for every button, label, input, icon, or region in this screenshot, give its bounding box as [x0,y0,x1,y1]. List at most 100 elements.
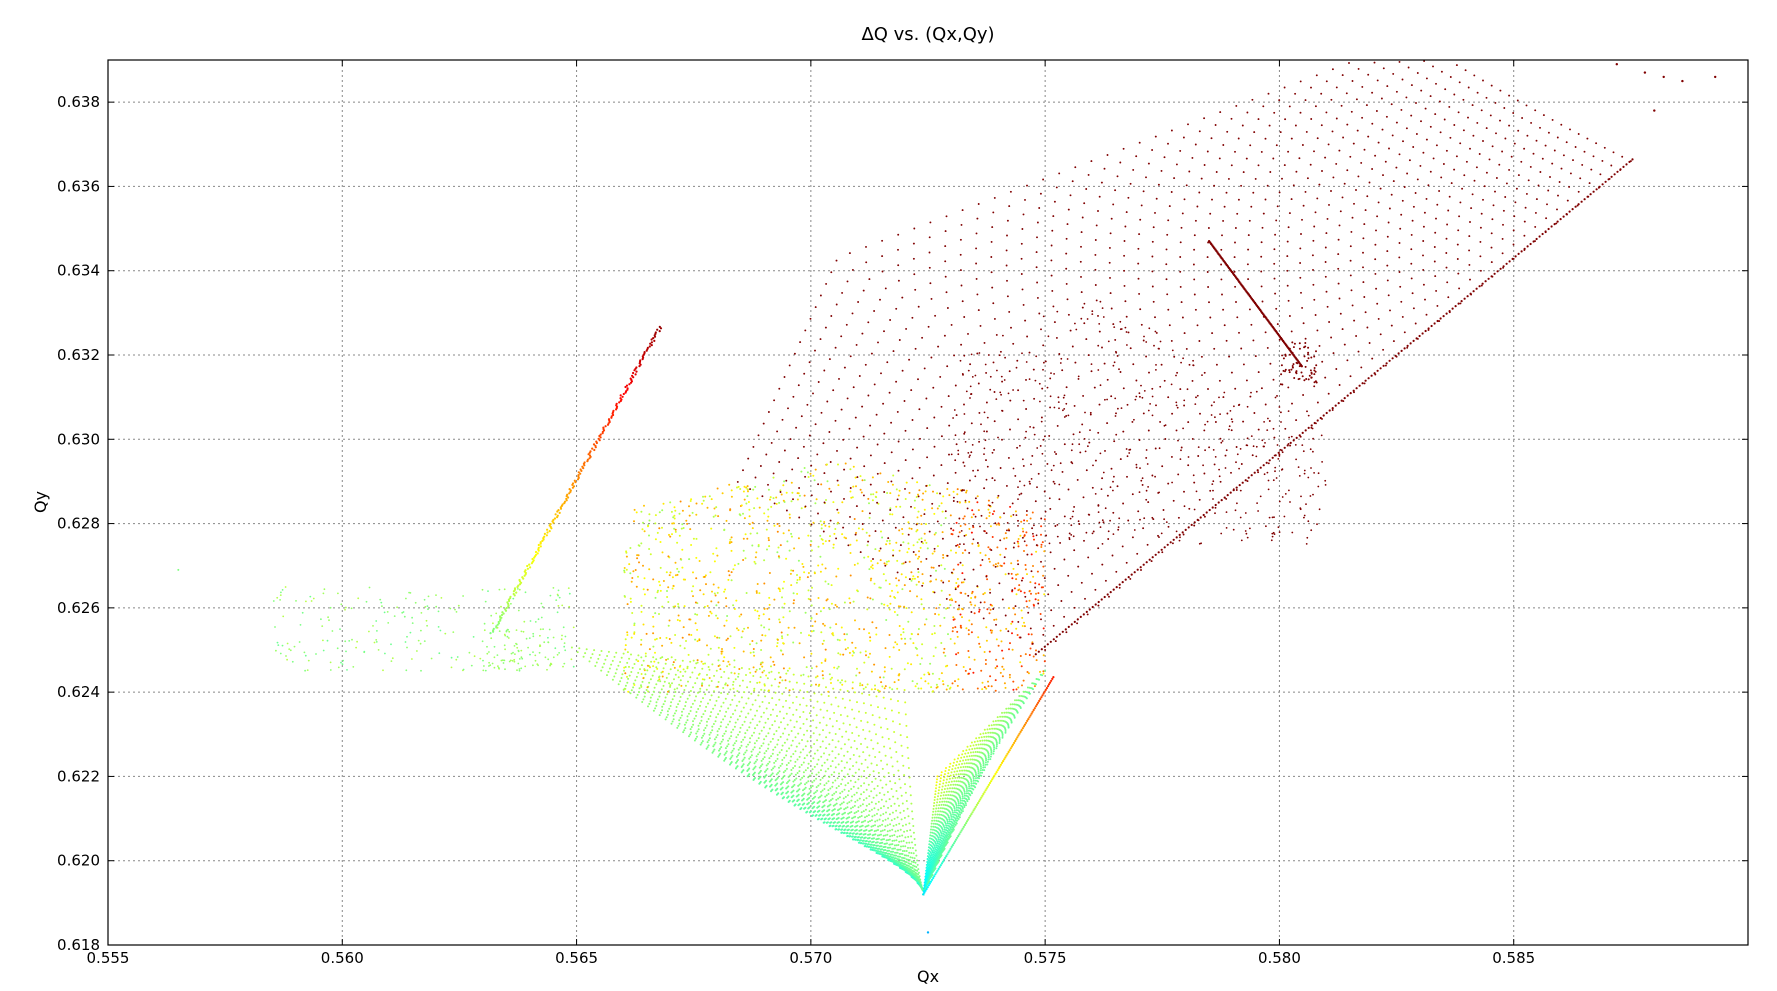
data-point [811,781,814,784]
data-point [999,715,1002,718]
data-point [798,487,801,489]
data-point [896,858,899,861]
data-point [950,771,953,774]
data-point [899,544,902,547]
data-point [978,736,981,739]
data-point [768,618,771,621]
data-point [800,782,802,785]
data-point [681,509,684,512]
data-point [848,699,851,702]
data-point [921,573,924,576]
data-point [702,495,704,498]
data-point [654,522,657,525]
data-point [938,677,941,680]
data-point [963,804,966,807]
data-point [971,592,973,595]
data-point [643,504,645,507]
data-point [740,667,743,669]
data-point [831,750,834,753]
data-point [794,773,797,776]
data-point [860,821,863,824]
data-point [786,796,789,799]
data-point [1019,590,1022,593]
data-point [829,535,831,538]
data-point [723,732,726,735]
data-point [682,527,685,529]
data-point [747,626,749,629]
data-point [905,800,908,802]
data-point [720,721,723,724]
data-point [916,859,919,862]
data-point [753,767,756,769]
data-point [920,603,923,606]
data-point [739,488,742,490]
data-point [1020,492,1023,495]
data-point [1037,599,1040,602]
data-point [772,748,775,751]
data-point [626,651,629,654]
data-point [888,686,891,689]
data-point [856,836,859,839]
data-point [625,555,628,558]
data-point [658,580,661,583]
data-point [978,608,981,611]
data-point [753,731,755,734]
data-point [640,542,643,545]
data-point [842,832,845,835]
data-point [736,627,738,630]
data-point [837,740,840,743]
data-point [938,834,941,837]
data-point [746,764,749,767]
data-point [820,411,823,414]
data-point [1038,678,1041,681]
data-point [878,818,881,821]
data-point [988,511,991,514]
data-point [886,852,889,855]
data-point [985,735,988,738]
data-point [975,777,977,780]
data-point [637,575,639,578]
data-point [819,534,822,537]
data-point [1115,570,1118,573]
data-point [666,596,669,598]
data-point [733,666,736,669]
data-point [728,663,731,666]
data-point [997,562,1000,565]
data-point [940,524,943,527]
data-point [1032,535,1035,538]
data-point [626,634,629,636]
data-point [821,740,824,743]
data-point [874,495,877,498]
data-point [699,743,702,746]
data-point [888,813,891,816]
data-point [798,576,801,579]
data-point [857,778,860,781]
data-point [662,580,665,582]
data-point [830,773,833,776]
data-point [936,545,939,548]
data-point [913,868,916,871]
data-point [870,560,873,562]
data-point [748,741,751,744]
data-point [597,657,600,660]
data-point [940,589,943,592]
data-point [840,747,843,750]
data-point [671,720,674,723]
data-point [887,839,890,841]
data-point [941,860,945,863]
data-point [1017,563,1020,566]
data-point [999,763,1003,766]
data-point [768,702,771,704]
data-point [669,571,672,574]
data-point [657,661,660,664]
data-point [756,583,759,585]
data-point [745,745,748,748]
data-point [741,723,744,726]
data-point [800,763,803,766]
data-point [907,858,910,861]
data-point [763,626,766,629]
data-point [966,800,969,803]
data-point [989,603,992,606]
data-point [874,756,877,758]
data-point [695,732,698,735]
